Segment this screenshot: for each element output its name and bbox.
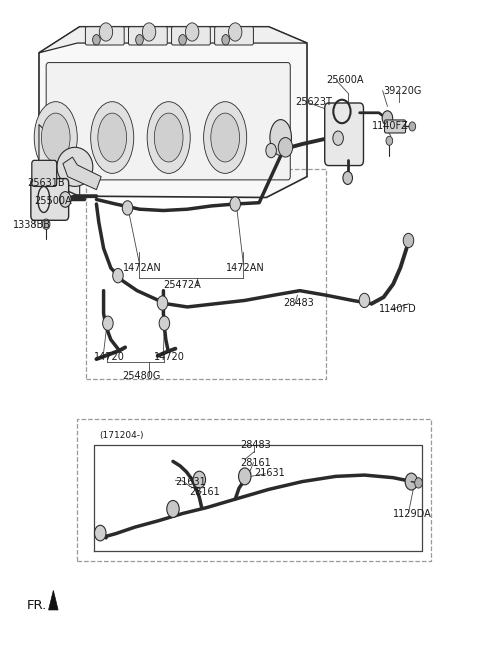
Circle shape (386, 136, 393, 146)
Ellipse shape (155, 113, 183, 162)
Circle shape (239, 468, 251, 485)
Text: 25600A: 25600A (326, 75, 364, 85)
FancyBboxPatch shape (85, 27, 124, 45)
Circle shape (230, 197, 240, 211)
FancyBboxPatch shape (46, 63, 290, 180)
FancyBboxPatch shape (32, 161, 57, 186)
Circle shape (99, 23, 113, 41)
Ellipse shape (38, 186, 50, 212)
Ellipse shape (270, 119, 291, 155)
Circle shape (179, 35, 186, 45)
Text: 28161: 28161 (189, 487, 219, 497)
FancyBboxPatch shape (215, 27, 253, 45)
Polygon shape (39, 125, 80, 196)
Ellipse shape (34, 102, 77, 173)
Text: 1472AN: 1472AN (226, 263, 264, 273)
Circle shape (95, 525, 106, 541)
Text: 28483: 28483 (240, 440, 271, 450)
Ellipse shape (57, 148, 93, 186)
Text: 25472A: 25472A (163, 280, 201, 291)
Circle shape (222, 35, 229, 45)
Circle shape (136, 35, 144, 45)
Text: 1140FD: 1140FD (379, 304, 417, 314)
Ellipse shape (98, 113, 127, 162)
Text: 1472AN: 1472AN (123, 263, 161, 273)
Circle shape (157, 296, 168, 310)
Circle shape (193, 471, 205, 488)
Circle shape (228, 23, 242, 41)
Text: 1140FZ: 1140FZ (372, 121, 408, 131)
Polygon shape (63, 157, 101, 189)
Circle shape (122, 200, 133, 215)
Circle shape (113, 268, 123, 283)
Circle shape (382, 111, 393, 125)
Ellipse shape (147, 102, 190, 173)
Circle shape (167, 500, 179, 517)
Circle shape (409, 122, 416, 131)
Ellipse shape (41, 113, 70, 162)
Circle shape (415, 478, 422, 488)
Text: 28483: 28483 (283, 298, 314, 308)
Circle shape (159, 316, 169, 330)
Circle shape (42, 219, 50, 229)
FancyBboxPatch shape (171, 27, 210, 45)
Text: 1129DA: 1129DA (393, 509, 432, 518)
Text: 28161: 28161 (240, 458, 271, 468)
Polygon shape (39, 27, 307, 197)
Text: 14720: 14720 (94, 352, 125, 362)
Polygon shape (39, 27, 307, 53)
Circle shape (343, 172, 352, 184)
Circle shape (278, 138, 293, 157)
Text: 25480G: 25480G (122, 371, 160, 381)
Circle shape (93, 35, 100, 45)
Text: (171204-): (171204-) (99, 432, 144, 441)
Ellipse shape (204, 102, 247, 173)
Ellipse shape (211, 113, 240, 162)
FancyBboxPatch shape (384, 120, 406, 133)
Polygon shape (48, 590, 58, 610)
Circle shape (185, 23, 199, 41)
Text: 1338BB: 1338BB (12, 220, 51, 230)
Circle shape (60, 191, 71, 207)
Text: 25631B: 25631B (27, 178, 65, 188)
FancyBboxPatch shape (324, 103, 363, 166)
Circle shape (143, 23, 156, 41)
Text: 21631: 21631 (175, 477, 206, 487)
Circle shape (266, 144, 276, 158)
Text: 25500A: 25500A (34, 196, 72, 206)
Text: 21631: 21631 (254, 468, 285, 478)
Ellipse shape (91, 102, 134, 173)
FancyBboxPatch shape (31, 178, 69, 220)
Text: 14720: 14720 (154, 352, 185, 362)
Text: 25623T: 25623T (295, 97, 332, 106)
Circle shape (359, 293, 370, 308)
Text: FR.: FR. (27, 599, 47, 612)
Circle shape (405, 473, 418, 490)
Text: 39220G: 39220G (384, 86, 422, 95)
Circle shape (403, 233, 414, 247)
FancyBboxPatch shape (129, 27, 167, 45)
Circle shape (103, 316, 113, 330)
Circle shape (333, 131, 343, 146)
